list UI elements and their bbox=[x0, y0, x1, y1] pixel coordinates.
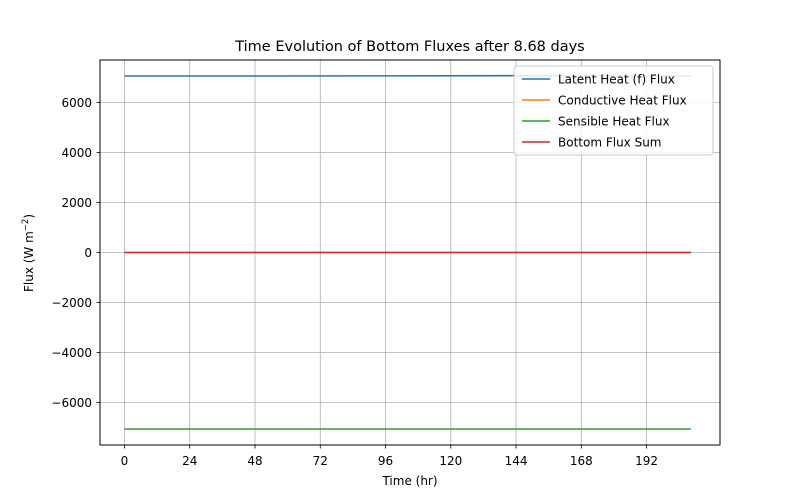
legend-label: Conductive Heat Flux bbox=[558, 94, 687, 108]
y-axis-label-prefix: Flux (W m bbox=[22, 231, 36, 292]
x-tick-label: 48 bbox=[247, 454, 262, 468]
legend-label: Sensible Heat Flux bbox=[558, 115, 670, 129]
x-tick-label: 24 bbox=[182, 454, 197, 468]
legend-label: Latent Heat (f) Flux bbox=[558, 73, 675, 87]
x-tick-label: 144 bbox=[505, 454, 528, 468]
x-tick-label: 0 bbox=[121, 454, 129, 468]
y-tick-label: −4000 bbox=[51, 346, 92, 360]
y-tick-label: 6000 bbox=[61, 96, 92, 110]
x-tick-label: 168 bbox=[570, 454, 593, 468]
legend-label: Bottom Flux Sum bbox=[558, 136, 662, 150]
y-axis-label-superscript: −2 bbox=[21, 219, 31, 232]
y-tick-label: −6000 bbox=[51, 396, 92, 410]
y-tick-label: −2000 bbox=[51, 296, 92, 310]
chart-title: Time Evolution of Bottom Fluxes after 8.… bbox=[234, 39, 585, 55]
x-tick-label: 96 bbox=[378, 454, 393, 468]
y-tick-label: 2000 bbox=[61, 196, 92, 210]
x-tick-label: 120 bbox=[439, 454, 462, 468]
x-tick-label: 72 bbox=[313, 454, 328, 468]
x-axis-label: Time (hr) bbox=[381, 474, 437, 488]
legend: Latent Heat (f) Flux Conductive Heat Flux… bbox=[514, 66, 713, 155]
y-axis-label-suffix: ) bbox=[22, 214, 36, 219]
x-tick-label: 192 bbox=[635, 454, 658, 468]
y-tick-label: 4000 bbox=[61, 146, 92, 160]
y-tick-label: 0 bbox=[84, 246, 92, 260]
